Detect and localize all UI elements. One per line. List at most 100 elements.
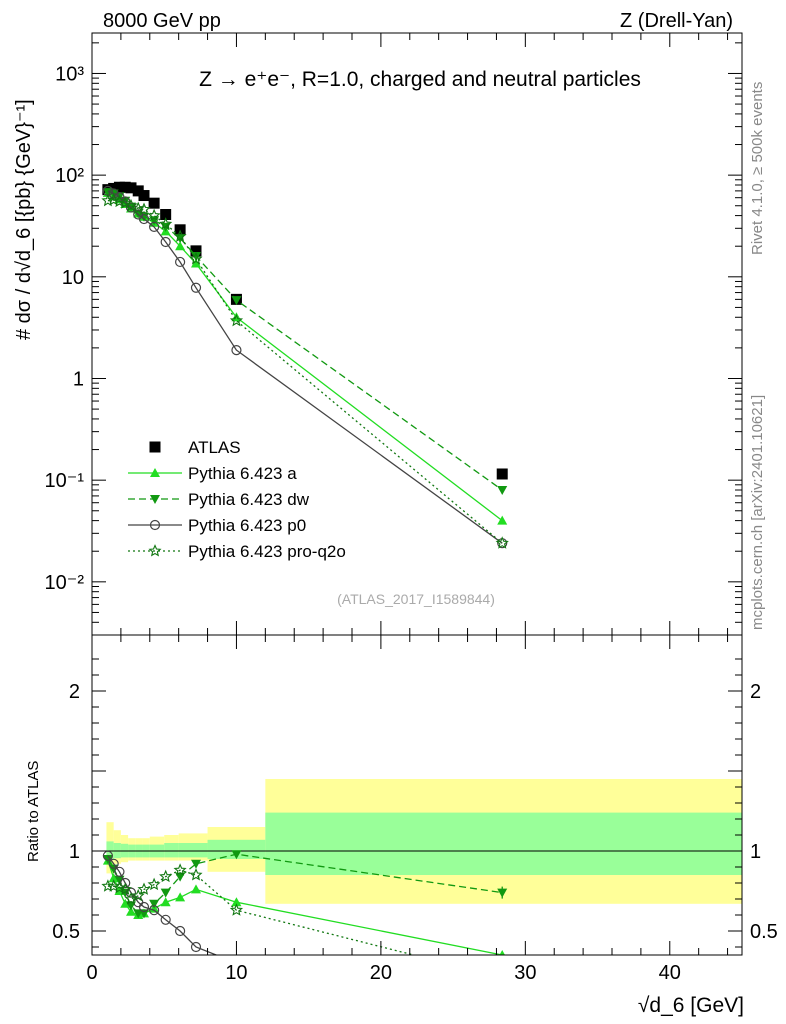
ratio-ytick-label-right: 2 (750, 681, 761, 703)
ratio-point (499, 950, 506, 955)
data-point (497, 515, 508, 525)
legend-label: Pythia 6.423 p0 (188, 516, 306, 535)
xtick-label: 30 (514, 962, 536, 984)
main-ytick-label: 10⁻² (45, 572, 85, 594)
ratio-point (189, 868, 203, 881)
data-point (175, 256, 186, 268)
ratio-point (191, 884, 201, 894)
ratio-point (149, 899, 160, 909)
ratio-point (160, 914, 171, 925)
data-point (138, 213, 150, 225)
data-point (231, 345, 242, 356)
data-point (101, 193, 115, 207)
data-point (119, 181, 131, 193)
ratio-point (108, 873, 119, 883)
ratio-point (108, 858, 119, 869)
main-ytick-label: 10 (62, 267, 84, 289)
ratio-point (175, 925, 186, 937)
ratio-point (231, 850, 242, 860)
series-line (107, 191, 503, 491)
data-point (124, 198, 138, 212)
ratio-point (107, 879, 121, 892)
ratio-point (149, 905, 160, 916)
data-point (190, 245, 202, 257)
ratio-point (147, 877, 161, 891)
ratio-pythia-6-423-pro-q2o (101, 863, 417, 955)
data-point (138, 190, 150, 202)
data-point (496, 468, 508, 480)
ratio-pythia-6-423-p0 (102, 850, 218, 955)
ratio-point (229, 903, 244, 916)
data-point (137, 202, 151, 216)
data-point (189, 252, 203, 265)
analysis-watermark: (ATLAS_2017_I1589844) (337, 591, 495, 607)
ratio-point (173, 863, 187, 876)
ratio-point (126, 906, 136, 916)
ratio-point (160, 897, 171, 907)
data-point (160, 209, 172, 221)
legend-marker (148, 544, 162, 557)
ratio-line (107, 855, 218, 955)
legend-label: Pythia 6.423 dw (188, 490, 310, 509)
xtick-label: 0 (86, 962, 97, 984)
data-point (125, 202, 137, 213)
legend-item: ATLAS (149, 438, 241, 457)
ratio-ytick-label: 0.5 (52, 921, 80, 943)
legend-label: ATLAS (188, 438, 241, 457)
data-point (190, 282, 202, 293)
ratio-ytick-label-right: 1 (750, 841, 761, 863)
series-line (107, 192, 503, 522)
band-green (178, 843, 208, 858)
ratio-ytick-label-right: 0.5 (750, 921, 778, 943)
data-point (113, 181, 125, 193)
ratio-ytick-label: 2 (69, 681, 80, 703)
series-pythia-6-423-pro-q2o (101, 193, 509, 549)
legend-item: Pythia 6.423 dw (128, 490, 310, 509)
ratio-ytick-label: 1 (69, 841, 80, 863)
data-point (118, 196, 132, 209)
mcplots-label: mcplots.cern.ch [arXiv:2401.10621] (749, 395, 766, 630)
ratio-point (112, 880, 127, 894)
uncertainty-bands (106, 779, 742, 904)
legend-marker (150, 495, 160, 504)
data-point (112, 194, 127, 208)
ratio-panel: 0.5 0.51 12 20 10 20 30 40 (52, 634, 778, 984)
ratio-point (139, 909, 149, 919)
legend-marker (149, 441, 161, 453)
main-ytick-label: 1 (73, 368, 84, 390)
legend: ATLAS Pythia 6.423 a Pythia 6.423 dw Pythia… (128, 438, 346, 561)
band-green (164, 843, 179, 858)
legend-marker (149, 519, 161, 531)
ratio-point (124, 892, 138, 905)
ratio-point (175, 892, 186, 902)
legend-item: Pythia 6.423 pro-q2o (128, 542, 346, 561)
legend-label: Pythia 6.423 a (188, 464, 297, 483)
legend-label: Pythia 6.423 pro-q2o (188, 542, 346, 561)
ratio-point (191, 859, 201, 869)
plot-title: Z → e⁺e⁻, R=1.0, charged and neutral par… (199, 68, 641, 91)
ratio-point (231, 897, 242, 907)
band-green (207, 839, 266, 859)
ratio-point (118, 882, 132, 895)
data-point (160, 236, 171, 248)
data-point (231, 296, 242, 306)
ratio-point (160, 888, 171, 898)
data-point (107, 193, 121, 206)
data-point (148, 197, 160, 209)
main-ytick-label: 10² (55, 165, 84, 187)
ratio-point (102, 855, 113, 864)
x-axis-label: √d_6 [GeV] (638, 994, 744, 1017)
main-ylabel: # dσ / d√d_6 [{pb} {GeV}⁻¹] (13, 99, 35, 340)
legend-item: Pythia 6.423 a (128, 464, 297, 483)
ratio-point (175, 872, 186, 882)
ratio-point (131, 888, 145, 902)
xtick-label: 20 (370, 962, 392, 984)
data-point (147, 208, 161, 222)
header-process: Z (Drell-Yan) (620, 10, 733, 32)
ratio-point (120, 898, 131, 908)
main-ytick-label: 10³ (55, 63, 84, 85)
data-point (159, 217, 173, 230)
legend-marker (150, 468, 160, 477)
rivet-version-label: Rivet 4.1.0, ≥ 500k events (749, 82, 766, 255)
